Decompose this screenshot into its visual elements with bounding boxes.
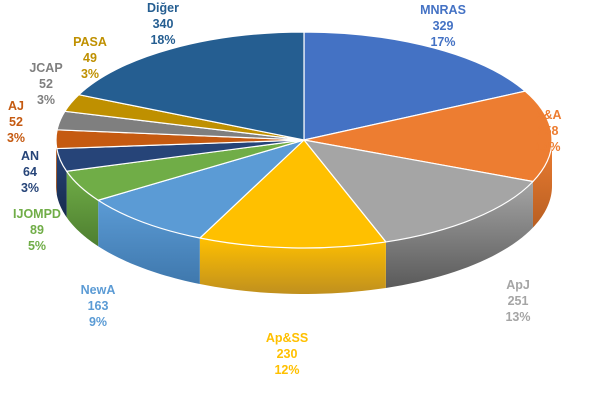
slice-side-AN: [56, 148, 67, 218]
slice-ApJ: [303, 139, 534, 243]
slice-Diğer: [78, 31, 305, 141]
data-label-AJ: AJ 52 3%: [7, 99, 25, 145]
slice-NewA: [97, 139, 305, 239]
slice-percent: 14%: [535, 140, 560, 154]
slice-side-NewA: [98, 200, 200, 285]
slice-name: PASA: [73, 35, 107, 49]
data-label-Diğer: Diğer 340 18%: [147, 1, 179, 47]
slice-percent: 3%: [7, 131, 25, 145]
slice-name: MNRAS: [420, 3, 466, 17]
slice-percent: 3%: [21, 181, 39, 195]
slice-value: 251: [508, 294, 529, 308]
slice-side-IJOMPD: [66, 171, 99, 247]
data-label-JCAP: JCAP 52 3%: [29, 61, 62, 107]
slice-side-Ap&SS: [199, 238, 386, 294]
slice-side-AJ: [56, 140, 57, 195]
slice-value: 89: [30, 223, 44, 237]
slice-percent: 13%: [505, 310, 530, 324]
slice-percent: 18%: [150, 33, 175, 47]
slice-percent: 17%: [430, 35, 455, 49]
slice-value: 49: [83, 51, 97, 65]
pie-slices: [55, 31, 553, 249]
slice-value: 163: [88, 299, 109, 313]
slice-percent: 3%: [37, 93, 55, 107]
slice-side-ApJ: [385, 181, 533, 288]
slice-name: AN: [21, 149, 39, 163]
pie-labels: MNRAS 329 17% A&A 258 14% ApJ 251 13% Ap&SS 230 12%…: [7, 1, 562, 377]
data-label-AN: AN 64 3%: [21, 149, 39, 195]
slice-value: 340: [153, 17, 174, 31]
data-label-ApJ: ApJ 251 13%: [505, 278, 530, 324]
data-label-A&A: A&A 258 14%: [534, 108, 561, 154]
slice-A&A: [303, 90, 553, 183]
slice-percent: 9%: [89, 315, 107, 329]
data-label-IJOMPD: IJOMPD 89 5%: [13, 207, 61, 253]
slice-value: 258: [538, 124, 559, 138]
slice-name: JCAP: [29, 61, 62, 75]
slice-percent: 12%: [274, 363, 299, 377]
slice-name: NewA: [81, 283, 116, 297]
slice-name: ApJ: [506, 278, 530, 292]
slice-value: 64: [23, 165, 37, 179]
slice-value: 52: [9, 115, 23, 129]
data-label-MNRAS: MNRAS 329 17%: [420, 3, 466, 49]
data-label-NewA: NewA 163 9%: [81, 283, 116, 329]
slice-percent: 3%: [81, 67, 99, 81]
slice-name: Diğer: [147, 1, 179, 15]
slice-value: 230: [277, 347, 298, 361]
slice-value: 329: [433, 19, 454, 33]
slice-Ap&SS: [199, 139, 387, 249]
slice-name: A&A: [534, 108, 561, 122]
slice-name: AJ: [8, 99, 24, 113]
data-label-PASA: PASA 49 3%: [73, 35, 107, 81]
slice-MNRAS: [303, 31, 526, 141]
slice-name: Ap&SS: [266, 331, 308, 345]
slice-name: IJOMPD: [13, 207, 61, 221]
slice-percent: 5%: [28, 239, 46, 253]
pie-sides: [56, 140, 552, 294]
data-label-Ap&SS: Ap&SS 230 12%: [266, 331, 308, 377]
slice-value: 52: [39, 77, 53, 91]
